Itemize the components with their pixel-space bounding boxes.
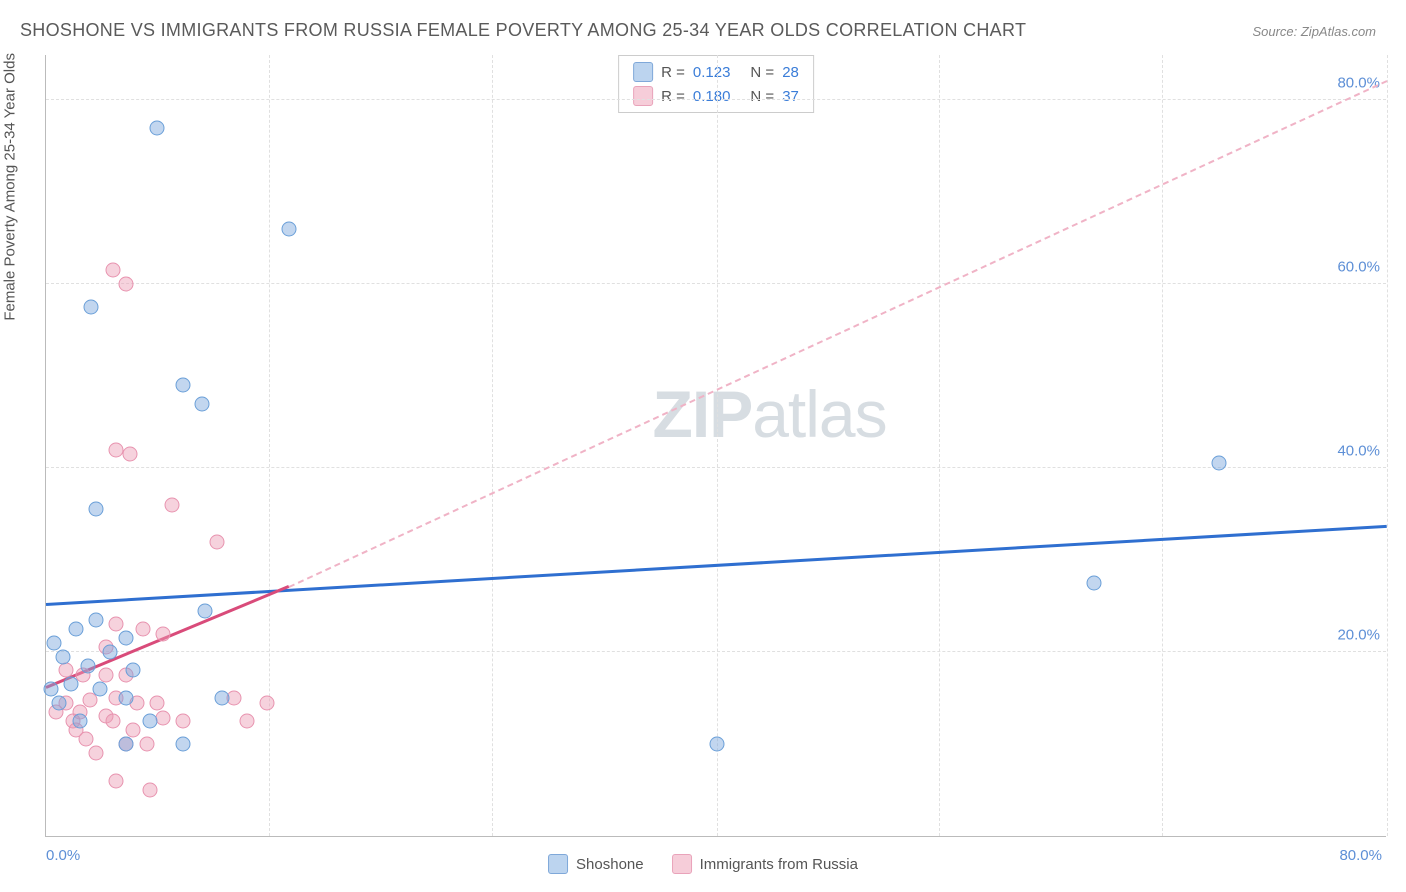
legend-series-item: Immigrants from Russia [672,854,858,874]
scatter-point [260,695,275,710]
gridline-vertical [1162,55,1163,836]
scatter-point [126,663,141,678]
scatter-point [89,612,104,627]
y-tick-label: 20.0% [1337,627,1380,644]
scatter-point [102,645,117,660]
scatter-point [59,663,74,678]
gridline-vertical [492,55,493,836]
legend-swatch [672,854,692,874]
scatter-point [156,711,171,726]
r-label: R = [661,64,685,81]
scatter-point [1212,456,1227,471]
scatter-point [136,622,151,637]
legend-series-label: Immigrants from Russia [700,856,858,873]
scatter-point [198,603,213,618]
scatter-point [164,497,179,512]
scatter-point [106,714,121,729]
trend-line [289,80,1388,588]
watermark: ZIPatlas [653,376,887,452]
legend-swatch [548,854,568,874]
r-value: 0.123 [693,64,731,81]
y-axis-label: Female Poverty Among 25-34 Year Olds [2,53,19,321]
scatter-point [69,622,84,637]
source-attribution: Source: ZipAtlas.com [1252,24,1376,39]
scatter-point [1086,576,1101,591]
gridline-vertical [717,55,718,836]
scatter-point [64,677,79,692]
scatter-point [119,691,134,706]
scatter-point [215,691,230,706]
legend-swatch [633,86,653,106]
correlation-chart: SHOSHONE VS IMMIGRANTS FROM RUSSIA FEMAL… [0,0,1406,892]
scatter-point [109,617,124,632]
legend-swatch [633,62,653,82]
n-label: N = [750,88,774,105]
scatter-point [122,447,137,462]
scatter-point [80,658,95,673]
scatter-point [176,737,191,752]
series-legend: Shoshone Immigrants from Russia [548,854,858,874]
scatter-point [126,723,141,738]
scatter-point [55,649,70,664]
scatter-point [240,714,255,729]
n-value: 28 [782,64,799,81]
r-label: R = [661,88,685,105]
scatter-point [149,120,164,135]
n-label: N = [750,64,774,81]
scatter-point [149,695,164,710]
scatter-point [119,631,134,646]
scatter-point [119,737,134,752]
plot-area: ZIPatlas R = 0.123N = 28R = 0.180N = 37 … [45,55,1386,837]
scatter-point [92,681,107,696]
scatter-point [84,300,99,315]
scatter-point [209,534,224,549]
gridline-vertical [939,55,940,836]
scatter-point [109,773,124,788]
y-tick-label: 60.0% [1337,259,1380,276]
scatter-point [142,714,157,729]
scatter-point [52,695,67,710]
scatter-point [79,732,94,747]
legend-series-item: Shoshone [548,854,644,874]
r-value: 0.180 [693,88,731,105]
scatter-point [142,783,157,798]
gridline-vertical [269,55,270,836]
scatter-point [139,737,154,752]
y-tick-label: 80.0% [1337,75,1380,92]
legend-series-label: Shoshone [576,856,644,873]
scatter-point [119,277,134,292]
scatter-point [99,668,114,683]
x-tick-end: 80.0% [1339,847,1382,864]
scatter-point [44,681,59,696]
scatter-point [156,626,171,641]
scatter-point [47,635,62,650]
n-value: 37 [782,88,799,105]
scatter-point [89,746,104,761]
chart-title: SHOSHONE VS IMMIGRANTS FROM RUSSIA FEMAL… [20,20,1026,41]
scatter-point [89,502,104,517]
scatter-point [282,221,297,236]
scatter-point [176,714,191,729]
scatter-point [72,714,87,729]
gridline-vertical [1387,55,1388,836]
x-tick-start: 0.0% [46,847,80,864]
scatter-point [194,396,209,411]
y-tick-label: 40.0% [1337,443,1380,460]
scatter-point [106,263,121,278]
scatter-point [709,737,724,752]
scatter-point [176,378,191,393]
